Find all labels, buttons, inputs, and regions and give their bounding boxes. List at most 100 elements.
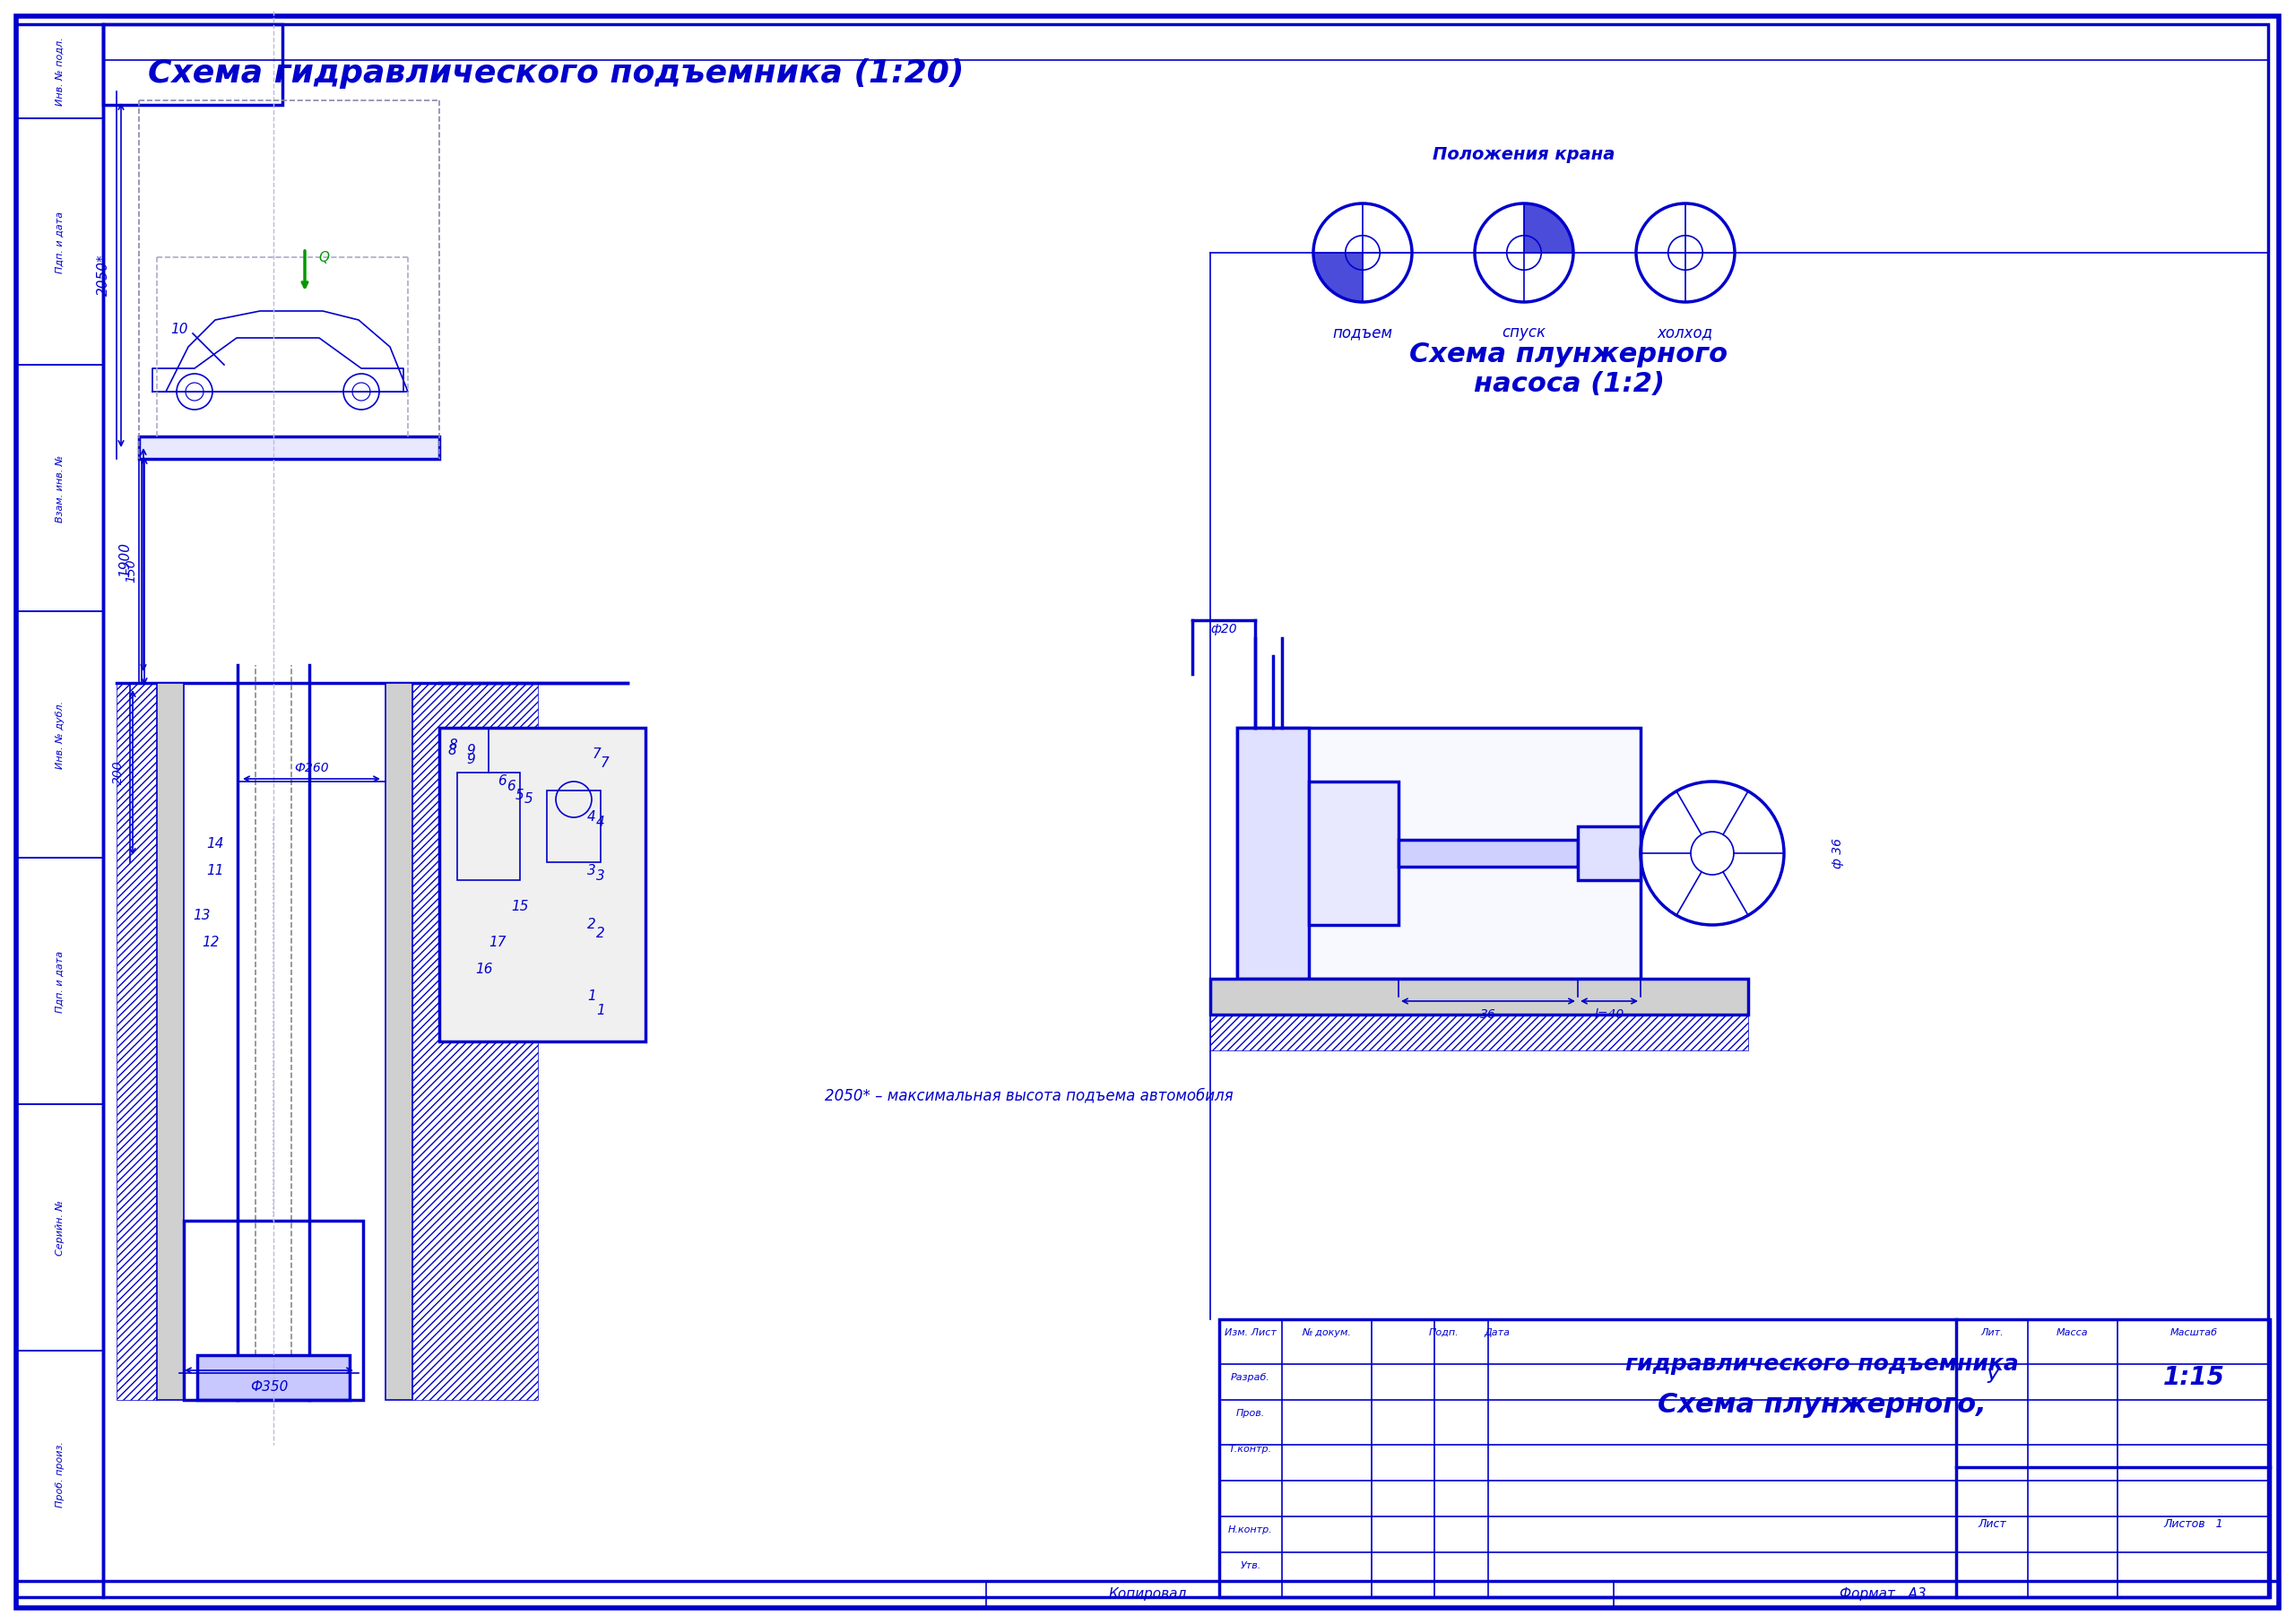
Bar — [156, 684, 184, 1400]
Bar — [1398, 840, 1579, 867]
Text: Изм. Лист: Изм. Лист — [1226, 1328, 1276, 1337]
Text: Утв.: Утв. — [1239, 1561, 1260, 1570]
Text: Схема плунжерного
насоса (1:2): Схема плунжерного насоса (1:2) — [1409, 341, 1728, 398]
Text: 1: 1 — [588, 991, 597, 1004]
Bar — [184, 1221, 363, 1400]
Bar — [1209, 979, 1749, 1015]
Text: гидравлического подъемника: гидравлического подъемника — [1625, 1353, 2017, 1376]
Text: Масштаб: Масштаб — [2171, 1328, 2217, 1337]
Bar — [1237, 728, 1308, 979]
Text: 14: 14 — [207, 838, 225, 851]
Text: 7: 7 — [601, 757, 610, 770]
Text: Подп.: Подп. — [1427, 1328, 1457, 1337]
Text: Пдп. и дата: Пдп. и дата — [55, 211, 64, 273]
Text: Пров.: Пров. — [1237, 1410, 1265, 1418]
Text: 15: 15 — [512, 900, 528, 914]
Text: 5: 5 — [516, 788, 523, 802]
Text: 2: 2 — [597, 927, 606, 940]
Text: 3: 3 — [597, 869, 606, 882]
Text: Схема плунжерного,: Схема плунжерного, — [1657, 1392, 1985, 1418]
Text: Масса: Масса — [2056, 1328, 2088, 1337]
Text: Лит.: Лит. — [1981, 1328, 2004, 1337]
Bar — [16, 1351, 103, 1596]
Text: 5: 5 — [526, 793, 532, 806]
Text: холход: холход — [1657, 325, 1714, 341]
Text: 17: 17 — [489, 935, 507, 950]
Polygon shape — [1524, 203, 1574, 253]
Text: 16: 16 — [475, 963, 493, 976]
Text: Копировал: Копировал — [1108, 1588, 1187, 1601]
Text: Пдп. и дата: Пдп. и дата — [55, 950, 64, 1012]
Text: Ф260: Ф260 — [294, 762, 328, 775]
Bar — [16, 365, 103, 611]
Bar — [16, 611, 103, 857]
Bar — [438, 728, 645, 1041]
Text: Т.контр.: Т.контр. — [1230, 1445, 1271, 1453]
Text: 2050*: 2050* — [96, 255, 110, 296]
Text: Инв. № дубл.: Инв. № дубл. — [55, 702, 64, 770]
Bar — [197, 1354, 349, 1400]
Bar — [16, 119, 103, 365]
Bar — [140, 437, 438, 460]
Text: l=40: l=40 — [1595, 1009, 1625, 1021]
Text: Дата: Дата — [1485, 1328, 1510, 1337]
Text: 4: 4 — [588, 810, 597, 823]
Text: Серийн. №: Серийн. № — [55, 1200, 64, 1255]
Text: 2: 2 — [588, 918, 597, 932]
Text: 6: 6 — [498, 775, 507, 788]
Text: Взам. инв. №: Взам. инв. № — [55, 455, 64, 523]
Text: 3: 3 — [588, 864, 597, 879]
Text: Схема гидравлического подъемника (1:20): Схема гидравлического подъемника (1:20) — [147, 58, 964, 89]
Bar — [457, 773, 521, 880]
Text: Листов   1: Листов 1 — [2164, 1518, 2224, 1530]
Text: Н.контр.: Н.контр. — [1228, 1525, 1274, 1535]
Text: Проб. произ.: Проб. произ. — [55, 1440, 64, 1507]
Text: 11: 11 — [207, 864, 225, 879]
Text: ф 36: ф 36 — [1831, 838, 1845, 869]
Text: Формат   А3: Формат А3 — [1838, 1588, 1926, 1601]
Text: Положения крана: Положения крана — [1432, 146, 1616, 162]
Text: № докум.: № докум. — [1301, 1328, 1352, 1337]
Text: 9: 9 — [466, 744, 475, 757]
Text: 7: 7 — [592, 749, 601, 762]
Text: 200: 200 — [112, 760, 124, 784]
Text: 1:15: 1:15 — [2162, 1366, 2224, 1390]
Bar — [103, 24, 2267, 60]
Text: 36: 36 — [1480, 1009, 1496, 1021]
Bar — [117, 684, 156, 1400]
Text: 13: 13 — [193, 909, 211, 922]
Text: ф20: ф20 — [1209, 624, 1237, 635]
Bar — [413, 684, 537, 1400]
Text: 8: 8 — [448, 744, 457, 757]
Bar — [1237, 728, 1641, 979]
Bar — [1219, 1319, 2270, 1596]
Text: Ф350: Ф350 — [250, 1380, 287, 1393]
Text: 10: 10 — [170, 322, 188, 336]
Text: 150: 150 — [124, 559, 138, 583]
Text: Лист: Лист — [1978, 1518, 2006, 1530]
Bar — [16, 24, 103, 1596]
Bar — [16, 1582, 2279, 1608]
Text: Разраб.: Разраб. — [1230, 1372, 1269, 1382]
Text: 1900: 1900 — [119, 542, 133, 577]
Bar — [386, 684, 413, 1400]
Text: 6: 6 — [507, 780, 516, 793]
Text: Q: Q — [319, 250, 328, 265]
Bar — [1579, 827, 1641, 880]
Bar — [546, 791, 601, 862]
Text: Инв. № подл.: Инв. № подл. — [55, 37, 64, 106]
Text: спуск: спуск — [1501, 325, 1547, 341]
Bar — [16, 1104, 103, 1351]
Bar — [103, 24, 282, 106]
Text: 9: 9 — [466, 752, 475, 767]
Text: 4: 4 — [597, 815, 606, 828]
Bar — [16, 24, 103, 119]
Text: 8: 8 — [448, 739, 457, 752]
Bar — [1209, 1015, 1749, 1051]
Text: 2050* – максимальная высота подъема автомобиля: 2050* – максимальная высота подъема авто… — [824, 1086, 1232, 1103]
Bar — [16, 857, 103, 1104]
Text: 12: 12 — [202, 935, 220, 950]
Text: 1: 1 — [597, 1004, 606, 1017]
Text: У: У — [1985, 1369, 1999, 1387]
Text: подъем: подъем — [1333, 325, 1393, 341]
